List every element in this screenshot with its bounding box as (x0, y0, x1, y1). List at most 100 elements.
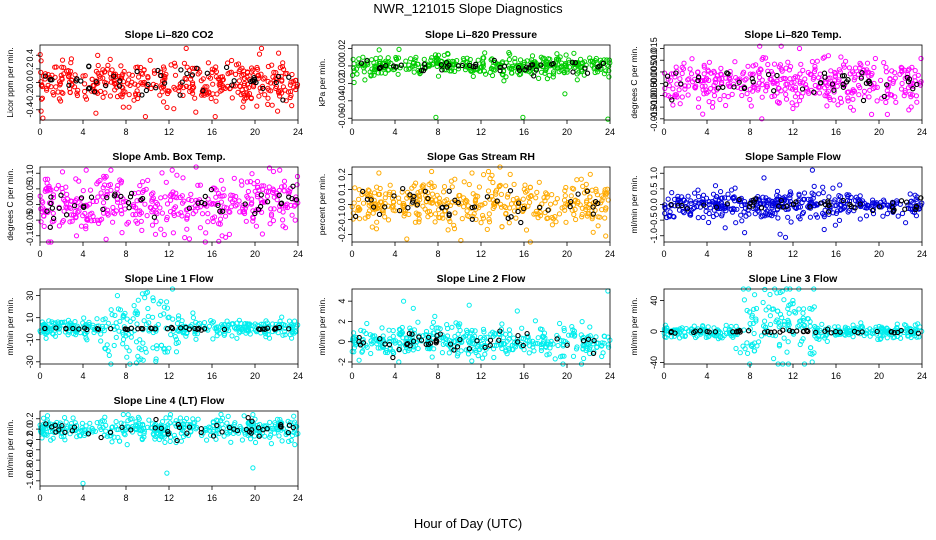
x-tick-label: 0 (661, 371, 666, 381)
data-point (273, 85, 279, 92)
x-tick-label: 24 (293, 371, 303, 381)
data-point (561, 204, 567, 210)
data-point (210, 336, 216, 342)
x-tick-label: 12 (476, 249, 486, 259)
hourly-point (62, 429, 68, 436)
data-point (402, 210, 408, 216)
data-point (504, 194, 510, 200)
hourly-point (841, 73, 847, 79)
data-point (696, 200, 702, 206)
data-point (706, 219, 712, 226)
data-point (251, 181, 257, 187)
hourly-point (731, 84, 737, 90)
chart-title: Slope Line 4 (LT) Flow (114, 395, 225, 407)
data-point (97, 217, 103, 223)
data-point (248, 201, 254, 207)
hourly-point (70, 325, 76, 332)
data-point (751, 306, 757, 312)
data-point (67, 89, 73, 95)
data-point (220, 77, 226, 83)
data-point (595, 69, 601, 75)
data-point (289, 71, 295, 78)
hourly-point (484, 194, 491, 200)
data-point (710, 191, 717, 197)
data-point (236, 78, 242, 84)
data-point (237, 423, 243, 430)
data-point (108, 79, 115, 85)
y-axis-label: percent per min. (317, 174, 327, 235)
data-point (820, 210, 826, 217)
data-point (75, 87, 81, 94)
data-point (83, 223, 89, 229)
data-point (738, 212, 744, 218)
data-point (249, 196, 255, 202)
data-point (122, 432, 128, 438)
hourly-point (831, 87, 837, 93)
hourly-point (669, 97, 675, 103)
hourly-point (874, 328, 880, 335)
data-point (782, 234, 789, 240)
data-point (241, 80, 248, 87)
data-point (767, 212, 773, 218)
data-point (166, 345, 172, 351)
data-point (800, 196, 806, 202)
data-point (571, 186, 577, 192)
data-point (869, 111, 875, 118)
data-point (588, 58, 594, 64)
data-point (153, 358, 159, 364)
data-point (114, 293, 121, 299)
data-point (696, 194, 702, 200)
data-point (67, 322, 73, 328)
data-point (208, 432, 214, 438)
hourly-point (446, 211, 452, 217)
data-point (894, 198, 900, 204)
data-point (190, 315, 196, 321)
data-point (680, 66, 687, 72)
data-point (114, 94, 121, 100)
y-tick-label: -0.8 (25, 463, 35, 479)
y-tick-label: 0.0 (25, 423, 35, 436)
data-point (120, 89, 126, 95)
data-point (800, 317, 806, 324)
data-point (166, 88, 172, 94)
data-point (711, 82, 717, 89)
data-point (131, 303, 137, 309)
data-point (168, 332, 174, 338)
hourly-point (418, 337, 425, 343)
data-point (62, 415, 68, 421)
chart-title: Slope Sample Flow (745, 151, 842, 163)
data-point (210, 319, 216, 325)
data-point (441, 184, 448, 190)
hourly-point (870, 207, 876, 214)
data-point (169, 167, 175, 173)
data-point (489, 72, 496, 79)
data-point (287, 420, 293, 426)
data-point (237, 83, 243, 90)
data-point (544, 65, 550, 71)
data-point (552, 200, 558, 206)
data-point (708, 86, 714, 92)
data-point (270, 168, 277, 175)
data-point (91, 83, 97, 89)
data-point (179, 318, 185, 324)
hourly-point (391, 193, 397, 199)
x-tick-label: 20 (874, 127, 884, 137)
data-point (281, 178, 288, 184)
data-point (271, 194, 277, 200)
data-point (267, 425, 273, 431)
data-point (602, 189, 608, 195)
data-point (728, 206, 734, 212)
hourly-point (128, 325, 135, 331)
data-point (249, 171, 255, 177)
hourly-point (195, 325, 202, 332)
data-point (850, 107, 857, 113)
chart-panel: Slope Li–820 Temp.0 4 8 12 16 20 24-0.015-0.01… (629, 29, 927, 137)
chart-panel: Slope Amb. Box Temp.0 4 8 12 16 20 24-0.10-0.0… (5, 151, 303, 259)
hourly-point (198, 426, 204, 432)
data-point (776, 343, 783, 349)
data-point (733, 220, 739, 226)
data-point (84, 337, 90, 343)
data-point (164, 470, 170, 476)
data-point (357, 206, 363, 212)
hourly-point (382, 341, 388, 347)
